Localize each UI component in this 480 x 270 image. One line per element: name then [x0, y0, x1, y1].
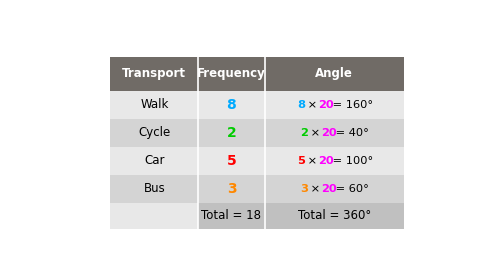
- Bar: [110, 147, 404, 175]
- Text: 20: 20: [321, 128, 336, 138]
- Text: 2: 2: [227, 126, 236, 140]
- Text: Total = 360°: Total = 360°: [298, 209, 371, 222]
- Text: Walk: Walk: [140, 98, 168, 111]
- Bar: [198, 203, 264, 229]
- Text: 2: 2: [300, 128, 308, 138]
- Text: Total = 18: Total = 18: [202, 209, 262, 222]
- Bar: [110, 175, 404, 203]
- Text: 3: 3: [300, 184, 308, 194]
- Text: = 100°: = 100°: [329, 156, 373, 166]
- Bar: [110, 119, 404, 147]
- Text: ×: ×: [304, 100, 321, 110]
- Text: Bus: Bus: [144, 182, 165, 195]
- Text: = 160°: = 160°: [329, 100, 373, 110]
- Text: Car: Car: [144, 154, 165, 167]
- Bar: [264, 203, 404, 229]
- Text: 20: 20: [318, 100, 334, 110]
- Text: 3: 3: [227, 182, 236, 196]
- Text: 5: 5: [227, 154, 236, 168]
- Text: ×: ×: [304, 156, 321, 166]
- Bar: [110, 57, 404, 91]
- Text: ×: ×: [307, 128, 324, 138]
- Text: = 40°: = 40°: [332, 128, 369, 138]
- Text: Cycle: Cycle: [138, 126, 170, 139]
- Bar: [110, 91, 404, 119]
- Text: 20: 20: [318, 156, 334, 166]
- Text: 8: 8: [227, 98, 236, 112]
- Text: Angle: Angle: [315, 68, 353, 80]
- Text: Frequency: Frequency: [197, 68, 266, 80]
- Text: 5: 5: [298, 156, 305, 166]
- Text: 8: 8: [298, 100, 305, 110]
- Text: ×: ×: [307, 184, 324, 194]
- Text: Transport: Transport: [122, 68, 186, 80]
- Text: 20: 20: [321, 184, 336, 194]
- Bar: [110, 203, 198, 229]
- Text: = 60°: = 60°: [332, 184, 369, 194]
